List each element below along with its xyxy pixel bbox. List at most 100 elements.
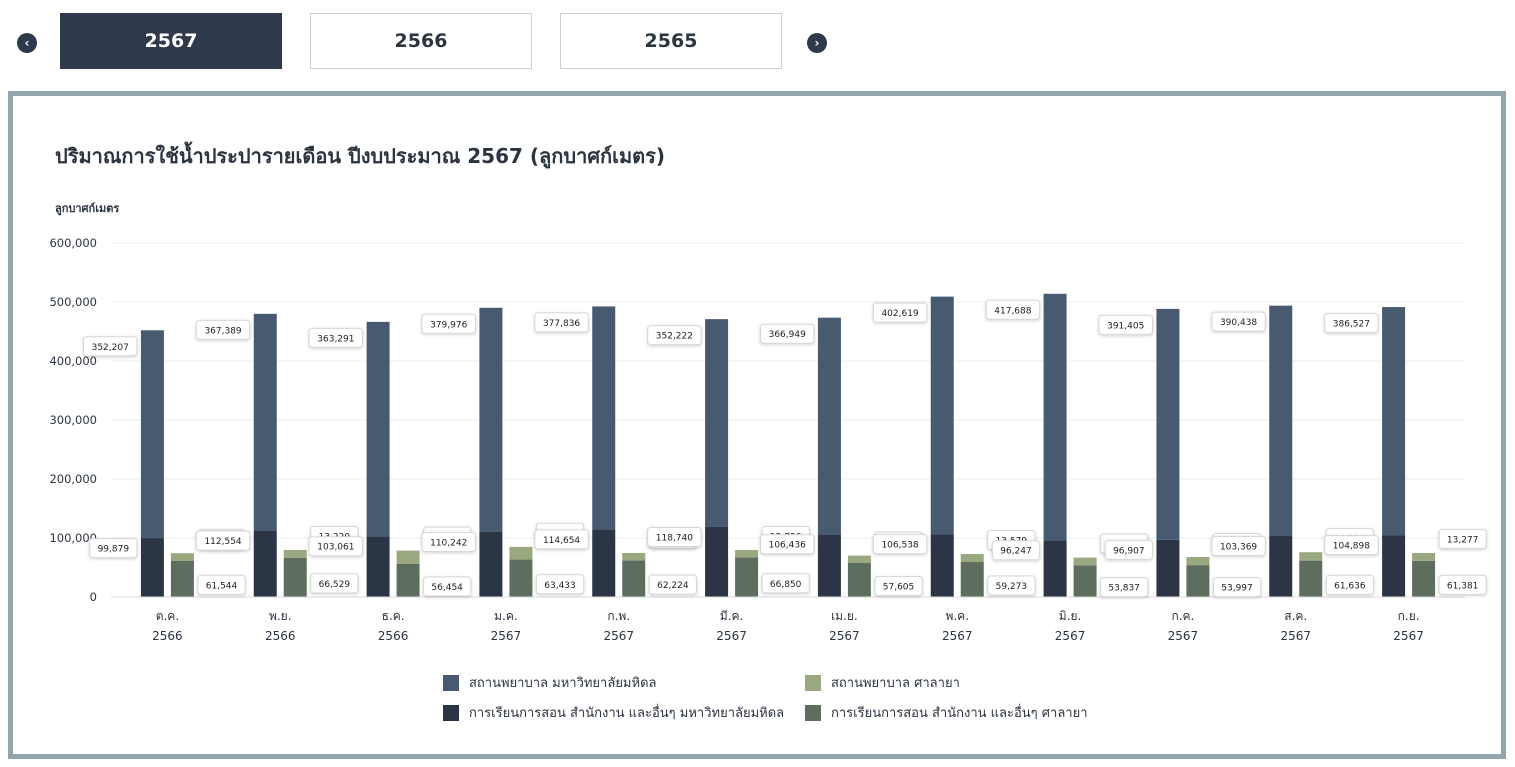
data-label: 377,836 (534, 312, 589, 333)
data-label: 53,837 (1100, 577, 1149, 598)
data-label-box (872, 534, 928, 555)
data-label-box (987, 575, 1036, 596)
data-label-box (535, 574, 585, 595)
bar-s4 (283, 557, 307, 597)
data-label-text: 103,369 (1220, 543, 1257, 553)
data-label-text: 110,242 (430, 538, 467, 548)
bar-s3 (1073, 557, 1097, 566)
data-label-text: 53,837 (1108, 584, 1140, 594)
y-tick-label: 0 (90, 590, 97, 604)
chart-svg: ลูกบาศก์เมตร 0 100,000 200,000 300,000 400,00… (49, 202, 1487, 643)
data-label-box (534, 312, 589, 333)
legend-item-s1[interactable]: สถานพยาบาล มหาวิทยาลัยมหิดล (443, 672, 656, 693)
legend-label-s3: สถานพยาบาล ศาลายา (831, 676, 960, 691)
data-label-text: 379,976 (430, 320, 467, 330)
data-label-box (647, 526, 702, 547)
legend-item-s3[interactable]: สถานพยาบาล ศาลายา (805, 672, 960, 693)
data-label-text: 402,619 (881, 309, 918, 319)
data-label: 367,389 (195, 319, 251, 340)
data-label-box (308, 327, 364, 348)
y-tick-label: 300,000 (49, 413, 97, 427)
legend-swatch-s1 (443, 674, 459, 691)
data-label: 61,381 (1438, 574, 1487, 595)
y-axis-title: ลูกบาศก์เมตร (55, 202, 119, 216)
data-label: 104,898 (1324, 535, 1379, 556)
data-label: 99,879 (89, 538, 138, 559)
data-label: 66,850 (761, 573, 810, 594)
data-label-text: 66,850 (770, 580, 802, 590)
data-label-box (648, 574, 697, 595)
data-label-box (1212, 577, 1262, 598)
x-tick-year: 2567 (491, 629, 522, 643)
bar-s3 (170, 553, 194, 561)
data-label-text: 57,605 (883, 583, 915, 593)
bar-s1 (1269, 305, 1293, 537)
x-tick-month: มิ.ย. (1059, 609, 1082, 623)
legend-label-s2: การเรียนการสอน สำนักงาน และอื่นๆ มหาวิทย… (469, 706, 785, 721)
y-tick-label: 500,000 (49, 295, 97, 309)
x-tick-month: ส.ค. (1284, 609, 1307, 623)
legend-item-s4[interactable]: การเรียนการสอน สำนักงาน และอื่นๆ ศาลายา (805, 702, 1088, 723)
x-tick-month: พ.ค. (945, 609, 969, 623)
x-tick-month: พ.ย. (269, 609, 292, 623)
y-tick-label: 600,000 (49, 236, 97, 250)
bar-s4 (1073, 565, 1097, 597)
data-label-box (1325, 574, 1374, 595)
data-label-box (310, 573, 359, 594)
data-label-text: 363,291 (317, 334, 354, 344)
data-label-text: 106,538 (881, 541, 918, 551)
data-label-box (760, 534, 815, 555)
tab-year-2566[interactable]: 2566 (310, 13, 532, 69)
bar-s2 (1043, 540, 1067, 597)
chevron-left-icon[interactable]: ‹ (17, 33, 37, 53)
data-label-box (1100, 577, 1149, 598)
data-label: 13,277 (1438, 528, 1487, 549)
data-label: 57,605 (874, 576, 923, 597)
data-label: 379,976 (421, 313, 476, 334)
bar-s4 (622, 560, 646, 597)
data-label-box (991, 540, 1041, 561)
data-label: 103,369 (1211, 536, 1266, 557)
bar-s4 (396, 563, 420, 597)
data-label: 352,222 (647, 325, 702, 346)
data-label-box (1098, 314, 1153, 335)
data-label: 402,619 (872, 302, 928, 323)
tab-year-2565[interactable]: 2565 (560, 13, 782, 69)
bar-s3 (1412, 552, 1436, 561)
data-label: 59,273 (987, 575, 1036, 596)
bar-s1 (1382, 307, 1406, 536)
data-label-text: 118,740 (656, 533, 693, 543)
bar-s1 (817, 317, 841, 535)
bar-s1 (1043, 293, 1067, 541)
data-label-box (760, 323, 815, 344)
data-label-box (83, 336, 138, 357)
bar-s3 (622, 553, 646, 561)
bar-s1 (930, 296, 954, 535)
x-tick-month: มี.ค. (720, 609, 744, 623)
chevron-right-icon[interactable]: › (807, 33, 827, 53)
data-label-text: 352,222 (656, 332, 693, 342)
data-label: 63,433 (535, 574, 585, 595)
tab-year-2567[interactable]: 2567 (60, 13, 282, 69)
bar-s1 (140, 330, 164, 539)
data-label: 366,949 (760, 323, 815, 344)
data-label-box (1438, 528, 1487, 549)
bar-s2 (140, 538, 164, 597)
data-label-text: 106,436 (769, 541, 806, 551)
x-tick-month: ก.ค. (1171, 609, 1194, 623)
bar-s2 (253, 530, 277, 597)
data-label-box (197, 574, 246, 595)
data-label: 66,529 (310, 573, 359, 594)
legend-item-s2[interactable]: การเรียนการสอน สำนักงาน และอื่นๆ มหาวิทย… (443, 702, 784, 723)
data-label-text: 367,389 (204, 326, 241, 336)
data-label-text: 391,405 (1107, 321, 1144, 331)
bar-s3 (960, 554, 984, 563)
data-label-box (1211, 536, 1266, 557)
data-label: 103,061 (308, 536, 364, 557)
data-label-text: 66,529 (319, 580, 351, 590)
data-label-box (761, 573, 810, 594)
bar-s2 (1269, 536, 1293, 597)
bar-s2 (479, 531, 503, 597)
bar-s4 (960, 562, 984, 597)
bar-s3 (509, 546, 533, 560)
